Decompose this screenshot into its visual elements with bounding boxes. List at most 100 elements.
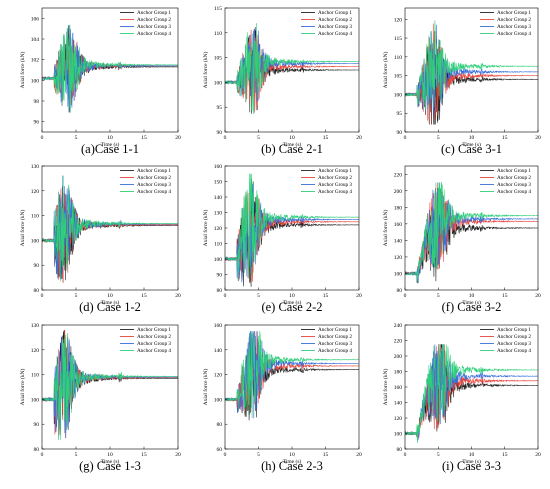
x-tick-label: 5 [437, 135, 440, 141]
y-tick-label: 102 [31, 58, 40, 64]
legend-label-4: Anchor Group 4 [137, 348, 171, 354]
y-tick-label: 120 [31, 189, 40, 195]
y-tick-label: 120 [394, 416, 403, 422]
x-tick-label: 10 [107, 135, 113, 141]
series-line-2 [42, 188, 178, 283]
series-line-4 [405, 20, 538, 111]
x-tick-label: 5 [437, 452, 440, 458]
x-axis-label: Time (s) [101, 299, 120, 306]
legend-label-1: Anchor Group 1 [497, 10, 531, 16]
y-tick-label: 140 [214, 348, 223, 354]
legend-label-3: Anchor Group 3 [497, 24, 531, 30]
panel-caption: (f) Case 3-2 [442, 300, 502, 314]
legend-label-2: Anchor Group 2 [497, 17, 531, 23]
legend-label-4: Anchor Group 4 [318, 348, 352, 354]
y-tick-label: 220 [394, 339, 403, 345]
legend-label-1: Anchor Group 1 [137, 168, 171, 174]
chart-panel-a: 96 98 100 102 104 106 0 5 10 15 20 Time (s) Axial fo… [19, 7, 181, 156]
series-line-3 [405, 344, 538, 441]
x-tick-label: 10 [469, 135, 475, 141]
legend-label-4: Anchor Group 4 [137, 31, 171, 37]
y-tick-label: 100 [394, 432, 403, 438]
y-axis-label: Axial force (kN) [19, 210, 26, 247]
x-axis-label: Time (s) [101, 141, 120, 148]
series-line-1 [42, 25, 178, 113]
x-tick-label: 10 [107, 452, 113, 458]
series-line-4 [42, 332, 178, 441]
y-tick-label: 90 [397, 130, 403, 136]
x-tick-label: 0 [224, 452, 227, 458]
y-tick-label: 105 [394, 74, 403, 80]
x-tick-label: 20 [175, 293, 181, 299]
x-tick-label: 20 [535, 293, 541, 299]
x-tick-label: 15 [502, 452, 508, 458]
y-tick-label: 100 [31, 397, 40, 403]
series-line-4 [42, 175, 178, 282]
legend-label-2: Anchor Group 2 [318, 175, 352, 181]
panel-caption: (c) Case 3-1 [441, 142, 502, 156]
panel-caption: (i) Case 3-3 [442, 459, 501, 473]
legend-label-1: Anchor Group 1 [318, 10, 352, 16]
x-tick-label: 0 [404, 293, 407, 299]
x-axis-label: Time (s) [462, 299, 481, 306]
y-tick-label: 110 [214, 242, 222, 248]
y-tick-label: 60 [217, 447, 223, 453]
y-tick-label: 120 [214, 226, 223, 232]
series-line-4 [405, 344, 538, 443]
y-axis-label: Axial force (kN) [19, 369, 26, 406]
y-tick-label: 110 [214, 31, 222, 37]
x-tick-label: 20 [356, 135, 362, 141]
x-tick-label: 15 [141, 135, 147, 141]
x-axis-label: Time (s) [462, 458, 481, 465]
y-tick-label: 115 [214, 6, 222, 12]
x-tick-label: 5 [257, 293, 260, 299]
x-axis-label: Time (s) [283, 458, 302, 465]
x-tick-label: 15 [141, 293, 147, 299]
legend-label-1: Anchor Group 1 [318, 327, 352, 333]
x-tick-label: 5 [257, 452, 260, 458]
legend-label-2: Anchor Group 2 [318, 17, 352, 23]
legend-label-4: Anchor Group 4 [137, 189, 171, 195]
legend-label-3: Anchor Group 3 [137, 24, 171, 30]
y-axis-label: Axial force (kN) [19, 52, 26, 89]
legend-label-4: Anchor Group 4 [497, 348, 531, 354]
x-tick-label: 10 [289, 135, 295, 141]
x-tick-label: 5 [75, 452, 78, 458]
y-tick-label: 100 [214, 80, 223, 86]
x-tick-label: 5 [75, 293, 78, 299]
x-tick-label: 20 [356, 452, 362, 458]
y-tick-label: 100 [394, 271, 403, 277]
x-tick-label: 0 [41, 452, 44, 458]
series-line-3 [405, 24, 538, 115]
y-tick-label: 95 [397, 111, 403, 117]
y-tick-label: 115 [394, 36, 402, 42]
y-tick-label: 80 [34, 447, 40, 453]
legend-label-1: Anchor Group 1 [137, 10, 171, 16]
chart-panel-d: 80 90 100 110 120 130 0 5 10 15 20 Time (s) Axial fo… [19, 164, 181, 314]
y-axis-label: Axial force (kN) [382, 52, 389, 89]
y-tick-label: 96 [34, 120, 40, 126]
x-tick-label: 10 [289, 293, 295, 299]
legend-label-2: Anchor Group 2 [497, 334, 531, 340]
y-tick-label: 80 [34, 288, 40, 294]
y-tick-label: 140 [394, 238, 403, 244]
legend-label-3: Anchor Group 3 [318, 182, 352, 188]
legend-label-2: Anchor Group 2 [137, 175, 171, 181]
panel-caption: (g) Case 1-3 [79, 459, 141, 473]
y-tick-label: 140 [214, 195, 223, 201]
chart-panel-c: 90 95 100 105 110 115 120 0 5 10 15 20 Time (s) Axial… [382, 7, 541, 156]
y-tick-label: 160 [214, 164, 223, 170]
x-tick-label: 0 [224, 293, 227, 299]
x-tick-label: 5 [257, 135, 260, 141]
y-tick-label: 220 [394, 172, 403, 178]
y-tick-label: 200 [394, 189, 403, 195]
y-tick-label: 90 [34, 422, 40, 428]
legend-label-3: Anchor Group 3 [318, 341, 352, 347]
x-tick-label: 15 [323, 293, 329, 299]
y-tick-label: 106 [31, 16, 40, 22]
legend-label-1: Anchor Group 1 [497, 327, 531, 333]
y-tick-label: 98 [34, 99, 40, 105]
series-line-4 [405, 182, 538, 283]
